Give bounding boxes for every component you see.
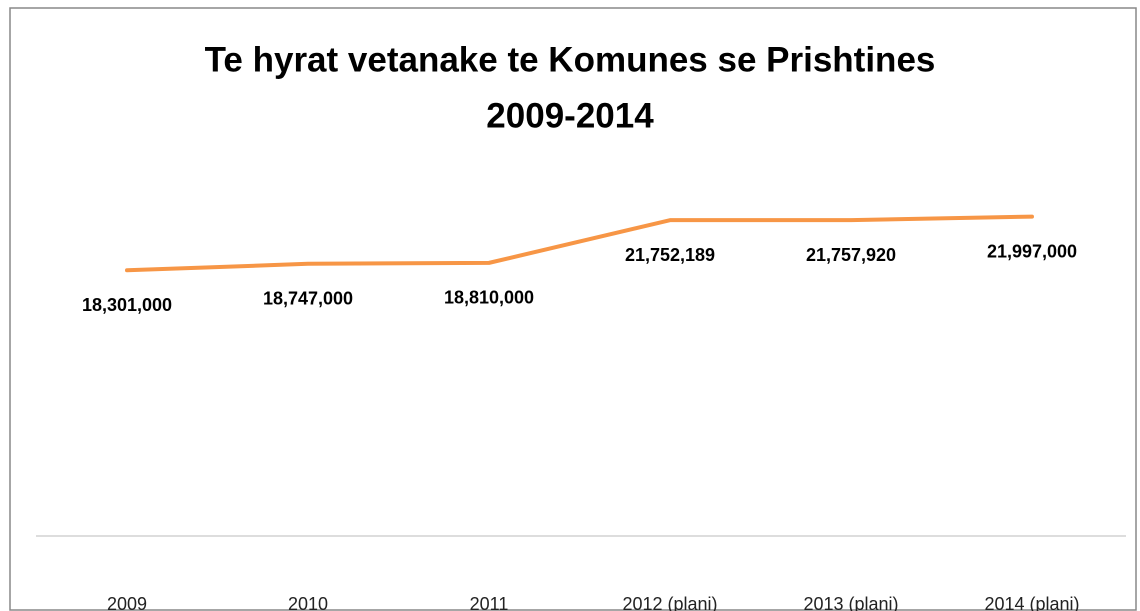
x-tick-label: 2010 bbox=[288, 594, 328, 611]
x-tick-label: 2011 bbox=[470, 594, 509, 611]
data-label: 21,997,000 bbox=[987, 241, 1077, 261]
chart-title: Te hyrat vetanake te Komunes se Prishtin… bbox=[205, 40, 936, 79]
x-tick-label: 2014 (plani) bbox=[984, 594, 1079, 611]
data-label: 21,752,189 bbox=[625, 245, 715, 265]
chart-frame bbox=[9, 7, 1137, 611]
data-label: 21,757,920 bbox=[806, 245, 896, 265]
data-label: 18,810,000 bbox=[444, 288, 534, 308]
data-line bbox=[125, 214, 1034, 273]
data-label: 18,747,000 bbox=[263, 289, 353, 309]
x-tick-label: 2012 (plani) bbox=[622, 594, 717, 611]
x-tick-label: 2013 (plani) bbox=[803, 594, 898, 611]
x-tick-label: 2009 bbox=[107, 594, 147, 611]
chart-title: 2009-2014 bbox=[486, 96, 654, 135]
data-label: 18,301,000 bbox=[82, 295, 172, 315]
